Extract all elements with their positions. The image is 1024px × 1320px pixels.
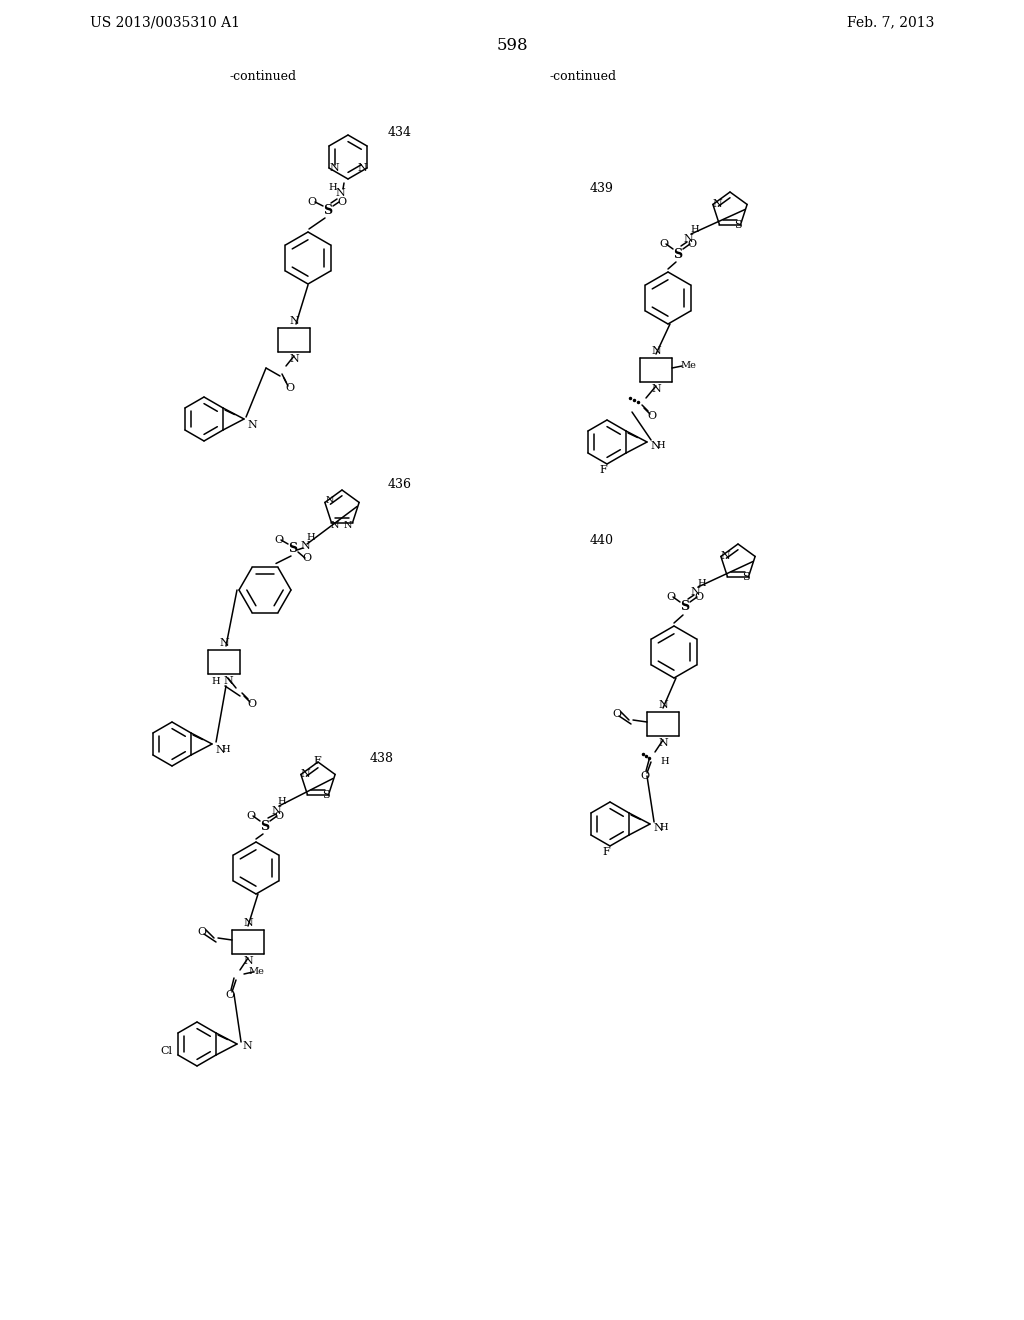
Text: O: O <box>667 591 676 602</box>
Text: N: N <box>330 521 339 531</box>
Text: N: N <box>683 234 693 244</box>
Text: -continued: -continued <box>550 70 616 83</box>
Text: S: S <box>734 219 741 230</box>
Text: N: N <box>650 441 659 451</box>
Text: O: O <box>640 771 649 781</box>
Text: N: N <box>658 738 668 748</box>
Text: N: N <box>289 354 299 364</box>
Text: O: O <box>687 239 696 249</box>
Text: H: H <box>222 746 230 755</box>
Text: N: N <box>326 496 334 506</box>
Text: N: N <box>243 1041 252 1051</box>
Text: S: S <box>260 820 269 833</box>
Text: H: H <box>656 441 666 450</box>
Text: O: O <box>647 411 656 421</box>
Text: Cl: Cl <box>160 1045 172 1056</box>
Text: N: N <box>223 676 232 686</box>
Text: H: H <box>278 797 287 807</box>
Text: O: O <box>338 197 346 207</box>
Text: O: O <box>302 553 311 564</box>
Text: 438: 438 <box>370 751 394 764</box>
Text: N: N <box>219 638 229 648</box>
Text: H: H <box>690 226 699 235</box>
Text: O: O <box>612 709 622 719</box>
Text: H: H <box>212 676 220 685</box>
Text: O: O <box>198 927 207 937</box>
Text: US 2013/0035310 A1: US 2013/0035310 A1 <box>90 15 240 29</box>
Text: F: F <box>599 465 607 475</box>
Text: Feb. 7, 2013: Feb. 7, 2013 <box>847 15 934 29</box>
Text: N: N <box>335 187 345 198</box>
Text: O: O <box>247 810 256 821</box>
Text: 439: 439 <box>590 181 613 194</box>
Text: N: N <box>651 384 660 393</box>
Text: O: O <box>307 197 316 207</box>
Text: F: F <box>313 756 321 766</box>
Text: H: H <box>660 758 670 767</box>
Text: S: S <box>289 541 298 554</box>
Text: O: O <box>274 535 284 545</box>
Text: 598: 598 <box>497 37 527 54</box>
Text: O: O <box>248 700 257 709</box>
Text: N: N <box>357 162 367 173</box>
Text: -continued: -continued <box>229 70 297 83</box>
Text: 440: 440 <box>590 533 614 546</box>
Text: N: N <box>653 822 663 833</box>
Text: 436: 436 <box>388 478 412 491</box>
Text: Me: Me <box>248 968 264 977</box>
Text: N: N <box>329 162 339 173</box>
Text: 434: 434 <box>388 125 412 139</box>
Text: O: O <box>225 990 234 1001</box>
Text: N: N <box>690 587 699 597</box>
Text: O: O <box>659 239 669 249</box>
Text: H: H <box>329 183 337 193</box>
Text: O: O <box>694 591 703 602</box>
Text: N: N <box>300 541 310 550</box>
Text: F: F <box>602 847 610 857</box>
Text: N: N <box>215 744 225 755</box>
Text: H: H <box>306 533 315 543</box>
Text: N: N <box>651 346 660 356</box>
Text: S: S <box>324 203 333 216</box>
Text: H: H <box>659 824 669 833</box>
Text: N: N <box>343 521 352 531</box>
Text: S: S <box>674 248 683 260</box>
Text: N: N <box>300 770 309 779</box>
Text: S: S <box>680 601 689 614</box>
Text: H: H <box>697 578 707 587</box>
Text: N: N <box>243 956 253 966</box>
Text: N: N <box>289 315 299 326</box>
Text: N: N <box>712 199 722 210</box>
Text: S: S <box>322 789 330 800</box>
Text: N: N <box>720 552 730 561</box>
Text: O: O <box>286 383 295 393</box>
Text: N: N <box>271 807 281 816</box>
Text: N: N <box>243 917 253 928</box>
Text: O: O <box>274 810 284 821</box>
Text: N: N <box>247 420 257 430</box>
Text: N: N <box>658 700 668 710</box>
Text: Me: Me <box>680 362 696 371</box>
Text: S: S <box>741 572 750 582</box>
